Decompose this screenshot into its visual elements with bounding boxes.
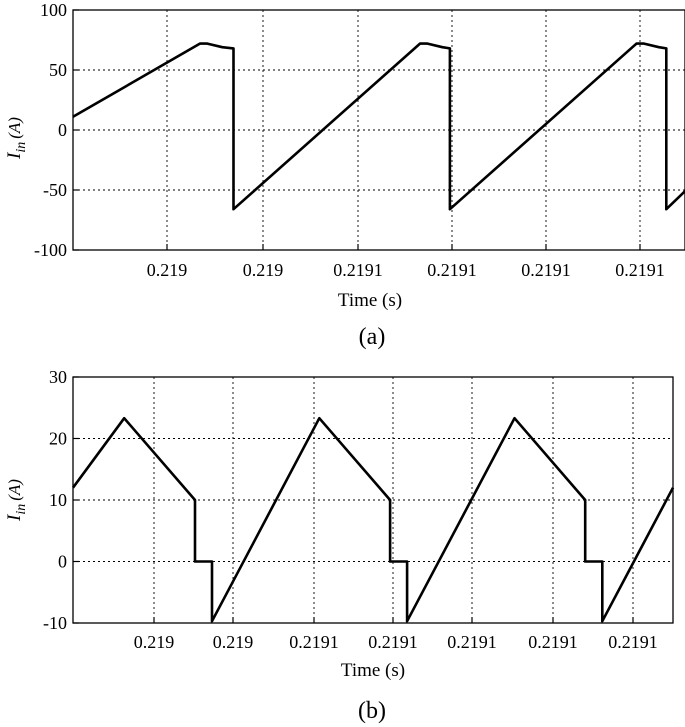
y-axis-subscript-a: in	[14, 142, 29, 153]
grid-a	[73, 9, 685, 251]
y-axis-unit-b: (A)	[5, 479, 24, 501]
y-axis-label-a: Iin (A)	[4, 117, 29, 160]
y-tick-labels-b: 30 20 10 0 -10	[43, 367, 79, 633]
x-axis-label-b: Time (s)	[341, 660, 405, 681]
x-tick-label-b: 0.2191	[368, 632, 418, 652]
y-tick-label-a: 0	[58, 120, 67, 140]
x-axis-label-a: Time (s)	[338, 290, 402, 311]
x-tick-label-a: 0.219	[147, 260, 188, 280]
caption-b: (b)	[358, 698, 386, 724]
grid-b	[72, 376, 673, 624]
y-tick-label-b: 0	[58, 552, 67, 572]
x-tick-label-b: 0.2191	[528, 632, 578, 652]
y-axis-unit-a: (A)	[5, 117, 24, 139]
y-tick-label-a: 50	[49, 60, 67, 80]
x-tick-label-a: 0.219	[243, 260, 284, 280]
y-tick-label-a: -100	[34, 240, 67, 260]
y-tick-label-b: 10	[49, 490, 67, 510]
y-tick-label-b: 30	[49, 367, 67, 387]
x-tick-label-a: 0.2191	[521, 260, 571, 280]
y-tick-label-b: 20	[49, 429, 67, 449]
y-tick-label-a: -50	[43, 180, 67, 200]
x-tick-label-b: 0.219	[213, 632, 254, 652]
x-tick-label-a: 0.2191	[427, 260, 477, 280]
x-tick-label-b: 0.219	[134, 632, 175, 652]
x-tick-label-a: 0.2191	[615, 260, 665, 280]
y-axis-symbol-a: I	[4, 151, 25, 160]
trace-b	[71, 416, 675, 623]
trace-a	[72, 42, 685, 211]
y-tick-labels-a: 100 50 0 -50 -100	[34, 0, 79, 260]
x-tick-labels-b: 0.219 0.219 0.2191 0.2191 0.2191 0.2191 0.2191	[134, 617, 658, 652]
y-axis-symbol-b: I	[4, 513, 25, 522]
x-tick-label-b: 0.2191	[608, 632, 658, 652]
x-tick-label-b: 0.2191	[289, 632, 339, 652]
y-tick-label-a: 100	[40, 0, 67, 20]
x-tick-label-a: 0.2191	[333, 260, 383, 280]
caption-a: (a)	[359, 324, 386, 350]
y-axis-subscript-b: in	[14, 504, 29, 515]
y-tick-label-b: -10	[43, 613, 67, 633]
x-tick-label-b: 0.2191	[447, 632, 497, 652]
y-axis-label-b: Iin (A)	[4, 479, 29, 522]
x-tick-labels-a: 0.219 0.219 0.2191 0.2191 0.2191 0.2191	[147, 244, 665, 280]
